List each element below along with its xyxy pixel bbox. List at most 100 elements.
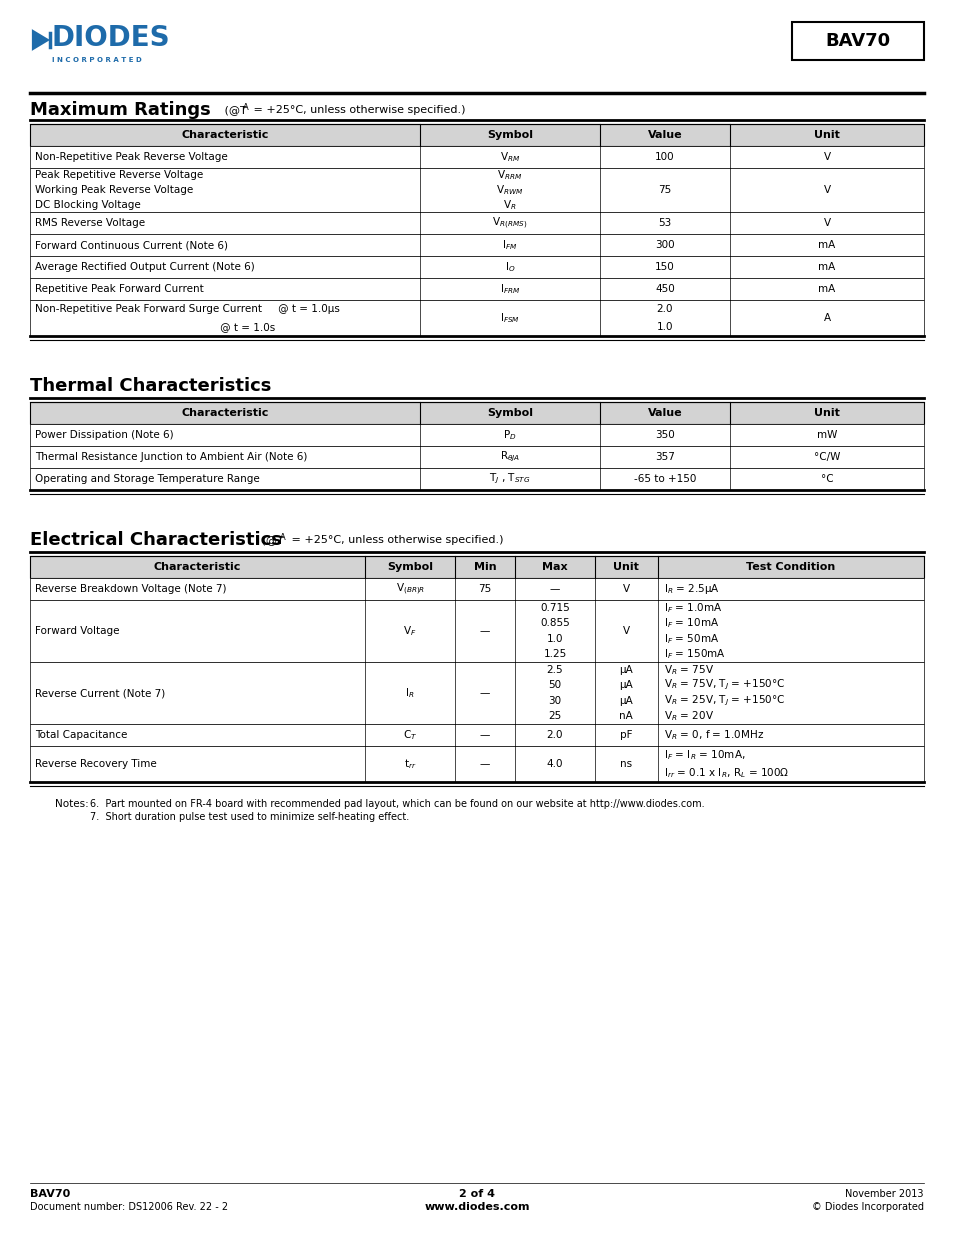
Text: Reverse Recovery Time: Reverse Recovery Time — [35, 760, 156, 769]
Text: 4.0: 4.0 — [546, 760, 562, 769]
Bar — [30, 446, 923, 468]
Text: Characteristic: Characteristic — [181, 130, 269, 140]
Text: 2.0: 2.0 — [546, 730, 562, 740]
Polygon shape — [30, 28, 50, 52]
Text: November 2013: November 2013 — [844, 1189, 923, 1199]
Text: A: A — [280, 532, 286, 541]
Text: I$_{FRM}$: I$_{FRM}$ — [499, 282, 519, 296]
Text: 450: 450 — [655, 284, 674, 294]
Text: Characteristic: Characteristic — [181, 408, 269, 417]
Text: I$_{rr}$ = 0.1 x I$_{R}$, R$_{L}$ = 100Ω: I$_{rr}$ = 0.1 x I$_{R}$, R$_{L}$ = 100Ω — [663, 766, 788, 779]
Text: —: — — [479, 760, 490, 769]
Text: DC Blocking Voltage: DC Blocking Voltage — [35, 200, 141, 210]
Text: V: V — [822, 185, 830, 195]
Text: V$_{RRM}$: V$_{RRM}$ — [497, 168, 522, 183]
Text: T$_{J}$ , T$_{STG}$: T$_{J}$ , T$_{STG}$ — [489, 472, 530, 487]
Text: 150: 150 — [655, 262, 674, 272]
Text: 300: 300 — [655, 240, 674, 249]
Text: 30: 30 — [548, 695, 561, 705]
Text: BAV70: BAV70 — [30, 1189, 71, 1199]
Text: ns: ns — [619, 760, 632, 769]
Text: °C: °C — [820, 474, 832, 484]
Text: Reverse Breakdown Voltage (Note 7): Reverse Breakdown Voltage (Note 7) — [35, 584, 226, 594]
Text: 2 of 4: 2 of 4 — [458, 1189, 495, 1199]
Text: pF: pF — [619, 730, 632, 740]
Text: 7.  Short duration pulse test used to minimize self-heating effect.: 7. Short duration pulse test used to min… — [90, 811, 409, 823]
Text: 0.855: 0.855 — [539, 619, 569, 629]
Text: Maximum Ratings: Maximum Ratings — [30, 101, 211, 119]
Text: 6.  Part mounted on FR-4 board with recommended pad layout, which can be found o: 6. Part mounted on FR-4 board with recom… — [90, 799, 704, 809]
Text: V$_{R}$ = 75V, T$_{J}$ = +150°C: V$_{R}$ = 75V, T$_{J}$ = +150°C — [663, 678, 784, 693]
Text: V$_{R}$: V$_{R}$ — [502, 198, 517, 211]
Text: BAV70: BAV70 — [824, 32, 890, 49]
Text: mW: mW — [816, 430, 837, 440]
Text: Symbol: Symbol — [387, 562, 433, 572]
Text: μA: μA — [618, 664, 632, 674]
Text: 75: 75 — [477, 584, 491, 594]
Text: © Diodes Incorporated: © Diodes Incorporated — [811, 1202, 923, 1212]
Text: 100: 100 — [655, 152, 674, 162]
Bar — [30, 124, 923, 146]
Bar — [30, 146, 923, 168]
Text: A: A — [822, 312, 830, 324]
Text: I$_{FSM}$: I$_{FSM}$ — [499, 311, 519, 325]
Text: Non-Repetitive Peak Forward Surge Current     @ t = 1.0μs: Non-Repetitive Peak Forward Surge Curren… — [35, 304, 339, 314]
Bar — [30, 724, 923, 746]
Text: 53: 53 — [658, 219, 671, 228]
Text: DIODES: DIODES — [52, 23, 171, 52]
Text: 350: 350 — [655, 430, 674, 440]
Text: —: — — [479, 730, 490, 740]
Text: Working Peak Reverse Voltage: Working Peak Reverse Voltage — [35, 185, 193, 195]
Text: V$_{(BR)R}$: V$_{(BR)R}$ — [395, 582, 424, 597]
Text: -65 to +150: -65 to +150 — [633, 474, 696, 484]
Text: Symbol: Symbol — [486, 408, 533, 417]
Text: V$_{R}$ = 25V, T$_{J}$ = +150°C: V$_{R}$ = 25V, T$_{J}$ = +150°C — [663, 694, 784, 708]
Bar — [30, 662, 923, 724]
Text: Value: Value — [647, 130, 681, 140]
Text: Reverse Current (Note 7): Reverse Current (Note 7) — [35, 688, 165, 698]
Text: —: — — [479, 626, 490, 636]
Text: V$_{RWM}$: V$_{RWM}$ — [496, 183, 523, 196]
Text: 0.715: 0.715 — [539, 603, 569, 613]
Bar — [30, 256, 923, 278]
Text: V: V — [621, 626, 629, 636]
Text: Power Dissipation (Note 6): Power Dissipation (Note 6) — [35, 430, 173, 440]
Text: 2.0: 2.0 — [656, 304, 673, 314]
Text: 50: 50 — [548, 680, 561, 690]
Text: C$_{T}$: C$_{T}$ — [402, 729, 416, 742]
Text: I$_{R}$: I$_{R}$ — [405, 687, 415, 700]
Text: μA: μA — [618, 680, 632, 690]
Text: Thermal Characteristics: Thermal Characteristics — [30, 377, 271, 395]
Text: I$_{O}$: I$_{O}$ — [504, 261, 515, 274]
Bar — [30, 233, 923, 256]
Text: I$_{F}$ = 150mA: I$_{F}$ = 150mA — [663, 647, 725, 661]
Text: Repetitive Peak Forward Current: Repetitive Peak Forward Current — [35, 284, 204, 294]
Text: 357: 357 — [655, 452, 674, 462]
Text: mA: mA — [818, 262, 835, 272]
Text: Forward Continuous Current (Note 6): Forward Continuous Current (Note 6) — [35, 240, 228, 249]
Text: V$_{R(RMS)}$: V$_{R(RMS)}$ — [492, 215, 527, 231]
Text: 2.5: 2.5 — [546, 664, 562, 674]
Bar — [30, 600, 923, 662]
Text: R$_{\theta JA}$: R$_{\theta JA}$ — [499, 450, 519, 464]
Text: 1.0: 1.0 — [656, 322, 673, 332]
Text: Electrical Characteristics: Electrical Characteristics — [30, 531, 281, 550]
Bar — [30, 556, 923, 578]
Bar — [30, 424, 923, 446]
Bar — [30, 212, 923, 233]
Text: t$_{rr}$: t$_{rr}$ — [403, 757, 416, 771]
Text: I$_{F}$ = 1.0mA: I$_{F}$ = 1.0mA — [663, 601, 721, 615]
Text: —: — — [479, 688, 490, 698]
Text: V$_{F}$: V$_{F}$ — [403, 624, 416, 638]
Text: Thermal Resistance Junction to Ambient Air (Note 6): Thermal Resistance Junction to Ambient A… — [35, 452, 307, 462]
Text: mA: mA — [818, 284, 835, 294]
Bar — [30, 403, 923, 424]
Text: P$_{D}$: P$_{D}$ — [502, 429, 517, 442]
Text: Max: Max — [541, 562, 567, 572]
Text: I$_{FM}$: I$_{FM}$ — [502, 238, 517, 252]
Text: I$_{F}$ = 50mA: I$_{F}$ = 50mA — [663, 632, 719, 646]
Text: μA: μA — [618, 695, 632, 705]
Text: A: A — [243, 103, 249, 111]
Text: I$_{F}$ = I$_{R}$ = 10mA,: I$_{F}$ = I$_{R}$ = 10mA, — [663, 748, 744, 762]
Text: I$_{R}$ = 2.5μA: I$_{R}$ = 2.5μA — [663, 582, 720, 597]
